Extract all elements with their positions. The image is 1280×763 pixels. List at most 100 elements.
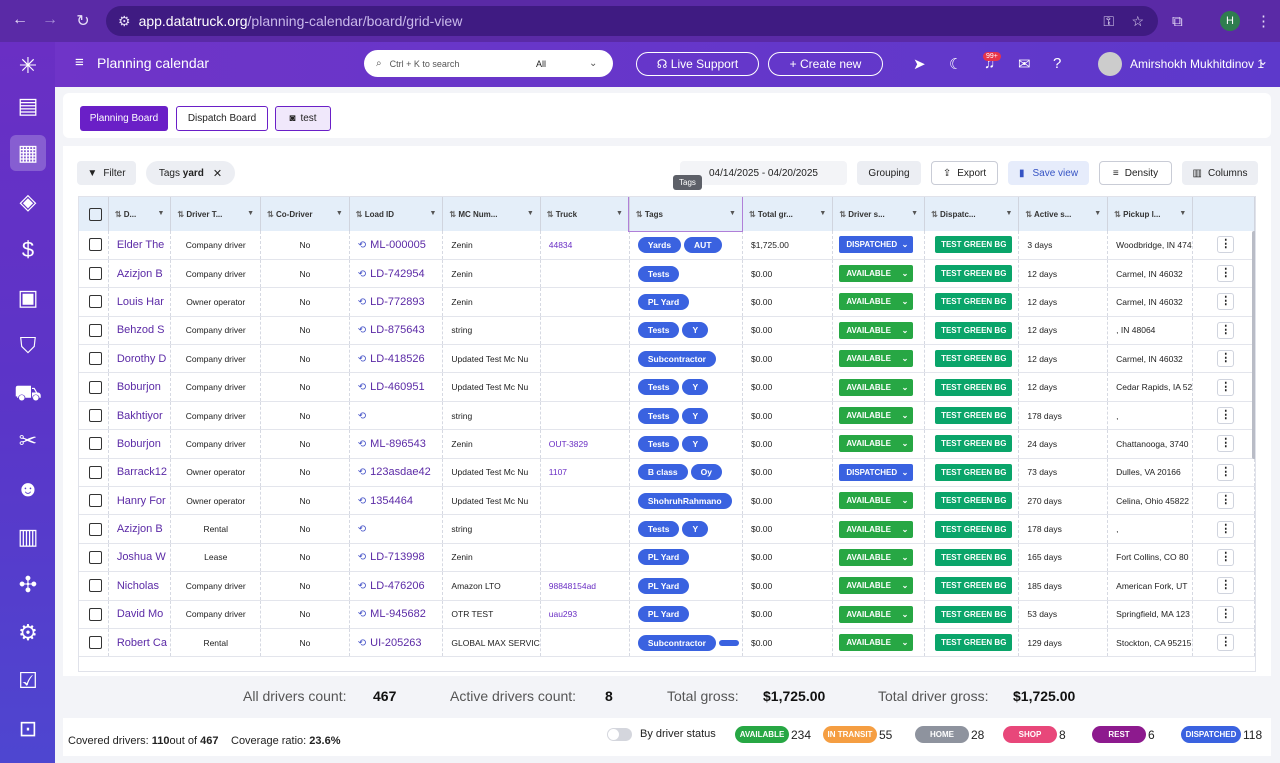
load-id-link[interactable]: ⟲ 1354464 <box>349 486 444 516</box>
column-header[interactable]: ⇅ Truck ▼ <box>540 197 630 231</box>
row-actions[interactable]: ⋮ <box>1192 458 1255 488</box>
column-header[interactable]: ⇅ Load ID ▼ <box>349 197 444 231</box>
status-badge-dispatched[interactable]: DISPATCHED <box>1181 726 1241 743</box>
table-row[interactable]: Azizjon B Company driver No ⟲ LD-742954 Zenin… <box>79 259 1255 289</box>
load-id-link[interactable]: ⟲ <box>349 514 444 544</box>
extensions-icon[interactable]: ⧉ <box>1172 12 1183 30</box>
row-checkbox[interactable] <box>79 287 109 317</box>
table-row[interactable]: Robert Ca Rental No ⟲ UI-205263 GLOBAL MAX SE… <box>79 628 1255 658</box>
more-options-icon[interactable]: ⋮ <box>1217 236 1235 254</box>
driver-name-link[interactable]: Behzod S <box>108 316 172 346</box>
row-checkbox[interactable] <box>79 429 109 459</box>
row-checkbox[interactable] <box>79 372 109 402</box>
calendar-icon[interactable]: ▦ <box>10 135 46 171</box>
column-header[interactable]: ⇅ Total gr... ▼ <box>742 197 834 231</box>
driver-status[interactable]: AVAILABLE ⌄ <box>832 344 926 374</box>
column-filter-icon[interactable]: ▼ <box>157 209 165 217</box>
driver-status[interactable]: AVAILABLE ⌄ <box>832 287 926 317</box>
driver-status[interactable]: AVAILABLE ⌄ <box>832 316 926 346</box>
driver-status-select[interactable]: DISPATCHED ⌄ <box>839 236 914 254</box>
table-row[interactable]: Nicholas Company driver No ⟲ LD-476206 Amazon… <box>79 571 1255 601</box>
driver-status-select[interactable]: AVAILABLE ⌄ <box>839 407 914 425</box>
row-actions[interactable]: ⋮ <box>1192 628 1255 658</box>
truck-link[interactable] <box>540 372 630 402</box>
driver-name-link[interactable]: Boburjon <box>108 429 172 459</box>
grouping-button[interactable]: Grouping <box>857 161 921 185</box>
driver-name-link[interactable]: Dorothy D <box>108 344 172 374</box>
truck-link[interactable] <box>540 486 630 516</box>
map-icon[interactable]: ◈ <box>19 189 37 214</box>
sort-icon[interactable]: ⇅ <box>1114 209 1124 219</box>
sort-icon[interactable]: ⇅ <box>839 209 849 219</box>
reload-icon[interactable]: ↻ <box>76 13 90 30</box>
driver-status-select[interactable]: AVAILABLE ⌄ <box>839 378 914 396</box>
driver-name-link[interactable]: Elder The <box>108 231 172 260</box>
truck-link[interactable]: uau293 <box>540 600 630 629</box>
driver-status-select[interactable]: AVAILABLE ⌄ <box>839 634 914 652</box>
driver-name-link[interactable]: Barrack12 <box>108 458 172 488</box>
row-actions[interactable]: ⋮ <box>1192 514 1255 544</box>
driver-status[interactable]: AVAILABLE ⌄ <box>832 486 926 516</box>
driver-status[interactable]: DISPATCHED ⌄ <box>832 231 926 260</box>
driver-name-link[interactable]: Hanry For <box>108 486 172 516</box>
load-id-link[interactable]: ⟲ ML-896543 <box>349 429 444 459</box>
table-row[interactable]: Behzod S Company driver No ⟲ LD-875643 string… <box>79 316 1255 346</box>
bookmark-star-icon[interactable]: ☆ <box>1131 12 1144 29</box>
column-filter-icon[interactable]: ▼ <box>1005 209 1013 217</box>
row-checkbox[interactable] <box>79 344 109 374</box>
truck-link[interactable] <box>540 543 630 573</box>
row-actions[interactable]: ⋮ <box>1192 259 1255 289</box>
row-checkbox[interactable] <box>79 628 109 658</box>
load-link-icon[interactable]: ⟲ <box>357 325 367 337</box>
driver-status-select[interactable]: AVAILABLE ⌄ <box>839 548 914 566</box>
checklist-icon[interactable]: ☑ <box>18 668 38 693</box>
row-actions[interactable]: ⋮ <box>1192 543 1255 573</box>
more-options-icon[interactable]: ⋮ <box>1217 577 1235 595</box>
table-row[interactable]: Louis Har Owner operator No ⟲ LD-772893 Zenin… <box>79 287 1255 317</box>
browser-menu-icon[interactable]: ⋮ <box>1256 13 1271 30</box>
sort-icon[interactable]: ⇅ <box>267 209 276 219</box>
column-filter-icon[interactable]: ▼ <box>819 209 827 217</box>
truck-icon[interactable]: ⛟ <box>14 379 42 405</box>
load-id-link[interactable]: ⟲ LD-476206 <box>349 571 444 601</box>
row-checkbox[interactable] <box>79 543 109 573</box>
driver-status[interactable]: AVAILABLE ⌄ <box>832 543 926 573</box>
row-checkbox[interactable] <box>79 514 109 544</box>
sort-icon[interactable]: ⇅ <box>546 209 556 219</box>
row-actions[interactable]: ⋮ <box>1192 316 1255 346</box>
more-options-icon[interactable]: ⋮ <box>1217 463 1235 481</box>
more-options-icon[interactable]: ⋮ <box>1217 605 1235 623</box>
load-link-icon[interactable]: ⟲ <box>357 239 367 251</box>
more-options-icon[interactable]: ⋮ <box>1217 265 1235 283</box>
sort-icon[interactable]: ⇅ <box>931 209 941 219</box>
column-header[interactable]: ⇅ Driver T... ▼ <box>170 197 262 231</box>
more-options-icon[interactable]: ⋮ <box>1217 407 1235 425</box>
load-link-icon[interactable]: ⟲ <box>357 410 367 422</box>
status-toggle[interactable] <box>607 728 632 741</box>
column-filter-icon[interactable]: ▼ <box>335 209 343 217</box>
driver-status-select[interactable]: AVAILABLE ⌄ <box>839 605 914 623</box>
date-range-picker[interactable]: 04/14/2025 - 04/20/2025 <box>680 161 847 185</box>
load-link-icon[interactable]: ⟲ <box>357 438 367 450</box>
load-link-icon[interactable]: ⟲ <box>357 609 367 621</box>
load-id-link[interactable]: ⟲ 123asdae42 <box>349 458 444 488</box>
column-header[interactable]: ⇅ Co-Driver ▼ <box>260 197 350 231</box>
dark-mode-icon[interactable]: ☾ <box>949 56 963 73</box>
document-icon[interactable]: ▤ <box>17 93 39 118</box>
column-header[interactable]: ⇅ D... ▼ <box>108 197 172 231</box>
driver-name-link[interactable]: Boburjon <box>108 372 172 402</box>
table-row[interactable]: Joshua W Lease No ⟲ LD-713998 Zenin PL Yard $0.… <box>79 543 1255 573</box>
row-actions[interactable]: ⋮ <box>1192 571 1255 601</box>
profile-avatar[interactable]: H <box>1220 11 1240 31</box>
driver-status-select[interactable]: AVAILABLE ⌄ <box>839 293 914 311</box>
address-bar[interactable]: ⚙ app.datatruck.org/planning-calendar/bo… <box>106 6 1158 36</box>
load-id-link[interactable]: ⟲ LD-460951 <box>349 372 444 402</box>
load-link-icon[interactable]: ⟲ <box>357 495 367 507</box>
row-checkbox[interactable] <box>79 571 109 601</box>
chevron-down-icon[interactable]: ⌄ <box>1258 54 1269 68</box>
column-filter-icon[interactable]: ▼ <box>1094 209 1102 217</box>
driver-name-link[interactable]: Robert Ca <box>108 628 172 658</box>
column-filter-icon[interactable]: ▼ <box>615 209 623 217</box>
row-actions[interactable]: ⋮ <box>1192 429 1255 459</box>
load-link-icon[interactable]: ⟲ <box>357 524 367 536</box>
